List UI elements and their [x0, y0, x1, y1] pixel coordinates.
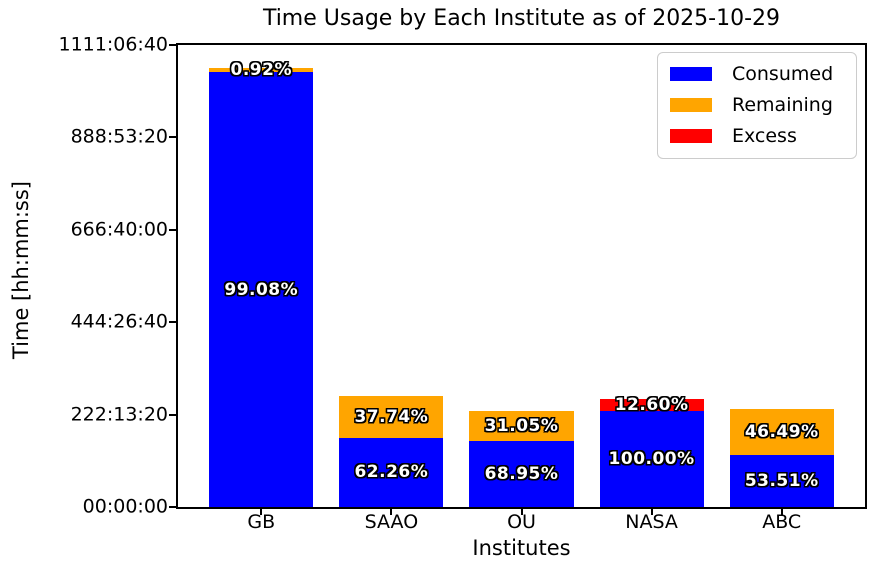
legend-label-remaining: Remaining: [732, 93, 833, 116]
bar-saao-remaining: [339, 395, 444, 438]
y-tick-label: 666:40:00: [70, 218, 168, 241]
bar-percent-label: 37.74%: [354, 406, 429, 427]
bar-percent-label: 99.08%: [224, 279, 299, 300]
y-tick-mark: [169, 228, 176, 231]
y-tick-mark: [169, 136, 176, 139]
bar-percent-label: 31.05%: [484, 416, 559, 437]
bar-percent-label: 62.26%: [354, 462, 429, 483]
x-tick-mark: [780, 508, 783, 515]
bar-gb-consumed: [209, 72, 314, 507]
legend-item-remaining: Remaining: [670, 93, 844, 116]
x-tick-mark: [260, 508, 263, 515]
legend-item-excess: Excess: [670, 124, 844, 147]
x-tick-label: SAAO: [364, 511, 419, 533]
bar-ou-consumed: [469, 441, 574, 507]
legend-label-consumed: Consumed: [732, 63, 834, 85]
y-tick-mark: [169, 44, 176, 46]
x-tick-mark: [650, 508, 653, 515]
x-tick-label: ABC: [762, 511, 802, 533]
bar-percent-label: 100.00%: [608, 449, 695, 470]
y-tick-label: 444:26:40: [70, 310, 168, 333]
bar-percent-label: 12.60%: [614, 395, 689, 416]
y-tick-label: 888:53:20: [70, 125, 168, 148]
y-tick-label: 00:00:00: [82, 495, 168, 518]
bar-percent-label: 0.92%: [230, 60, 293, 81]
legend: Consumed Remaining Excess: [657, 52, 857, 159]
legend-color-patch-consumed: [670, 67, 712, 82]
bar-ou-remaining: [469, 411, 574, 442]
plot-area: 99.08% 0.92% GB 62.26% 37.74% SAAO 68.95% 31.05…: [58, 34, 867, 533]
y-tick-mark: [169, 413, 176, 416]
chart-title: Time Usage by Each Institute as of 2025-…: [262, 6, 781, 31]
legend-item-consumed: Consumed: [670, 64, 844, 85]
legend-color-patch-remaining: [670, 98, 712, 113]
bar-saao-consumed: [339, 437, 444, 507]
bar-percent-label: 53.51%: [744, 470, 819, 491]
bar-percent-label: 46.49%: [744, 421, 819, 442]
bar-abc-remaining: [729, 409, 834, 455]
x-tick-label: GB: [247, 511, 276, 533]
bar-percent-label: 68.95%: [484, 464, 559, 485]
y-tick-label: 1111:06:40: [58, 33, 168, 56]
bar-nasa-consumed: [599, 411, 704, 507]
legend-label-excess: Excess: [732, 124, 797, 147]
bar-abc-consumed: [729, 454, 834, 507]
x-tick-mark: [520, 508, 523, 515]
y-axis-label: Time [hh:mm:ss]: [9, 180, 33, 360]
x-tick-label: OU: [507, 511, 536, 533]
legend-color-patch-excess: [670, 129, 712, 144]
bar-nasa-excess: [599, 399, 704, 412]
x-tick-mark: [390, 508, 393, 515]
x-tick-label: NASA: [625, 511, 678, 533]
bar-gb-remaining: [209, 68, 314, 73]
y-tick-mark: [169, 321, 176, 324]
x-axis-label: Institutes: [472, 536, 571, 560]
y-tick-mark: [169, 506, 176, 508]
y-tick-label: 222:13:20: [70, 403, 168, 426]
